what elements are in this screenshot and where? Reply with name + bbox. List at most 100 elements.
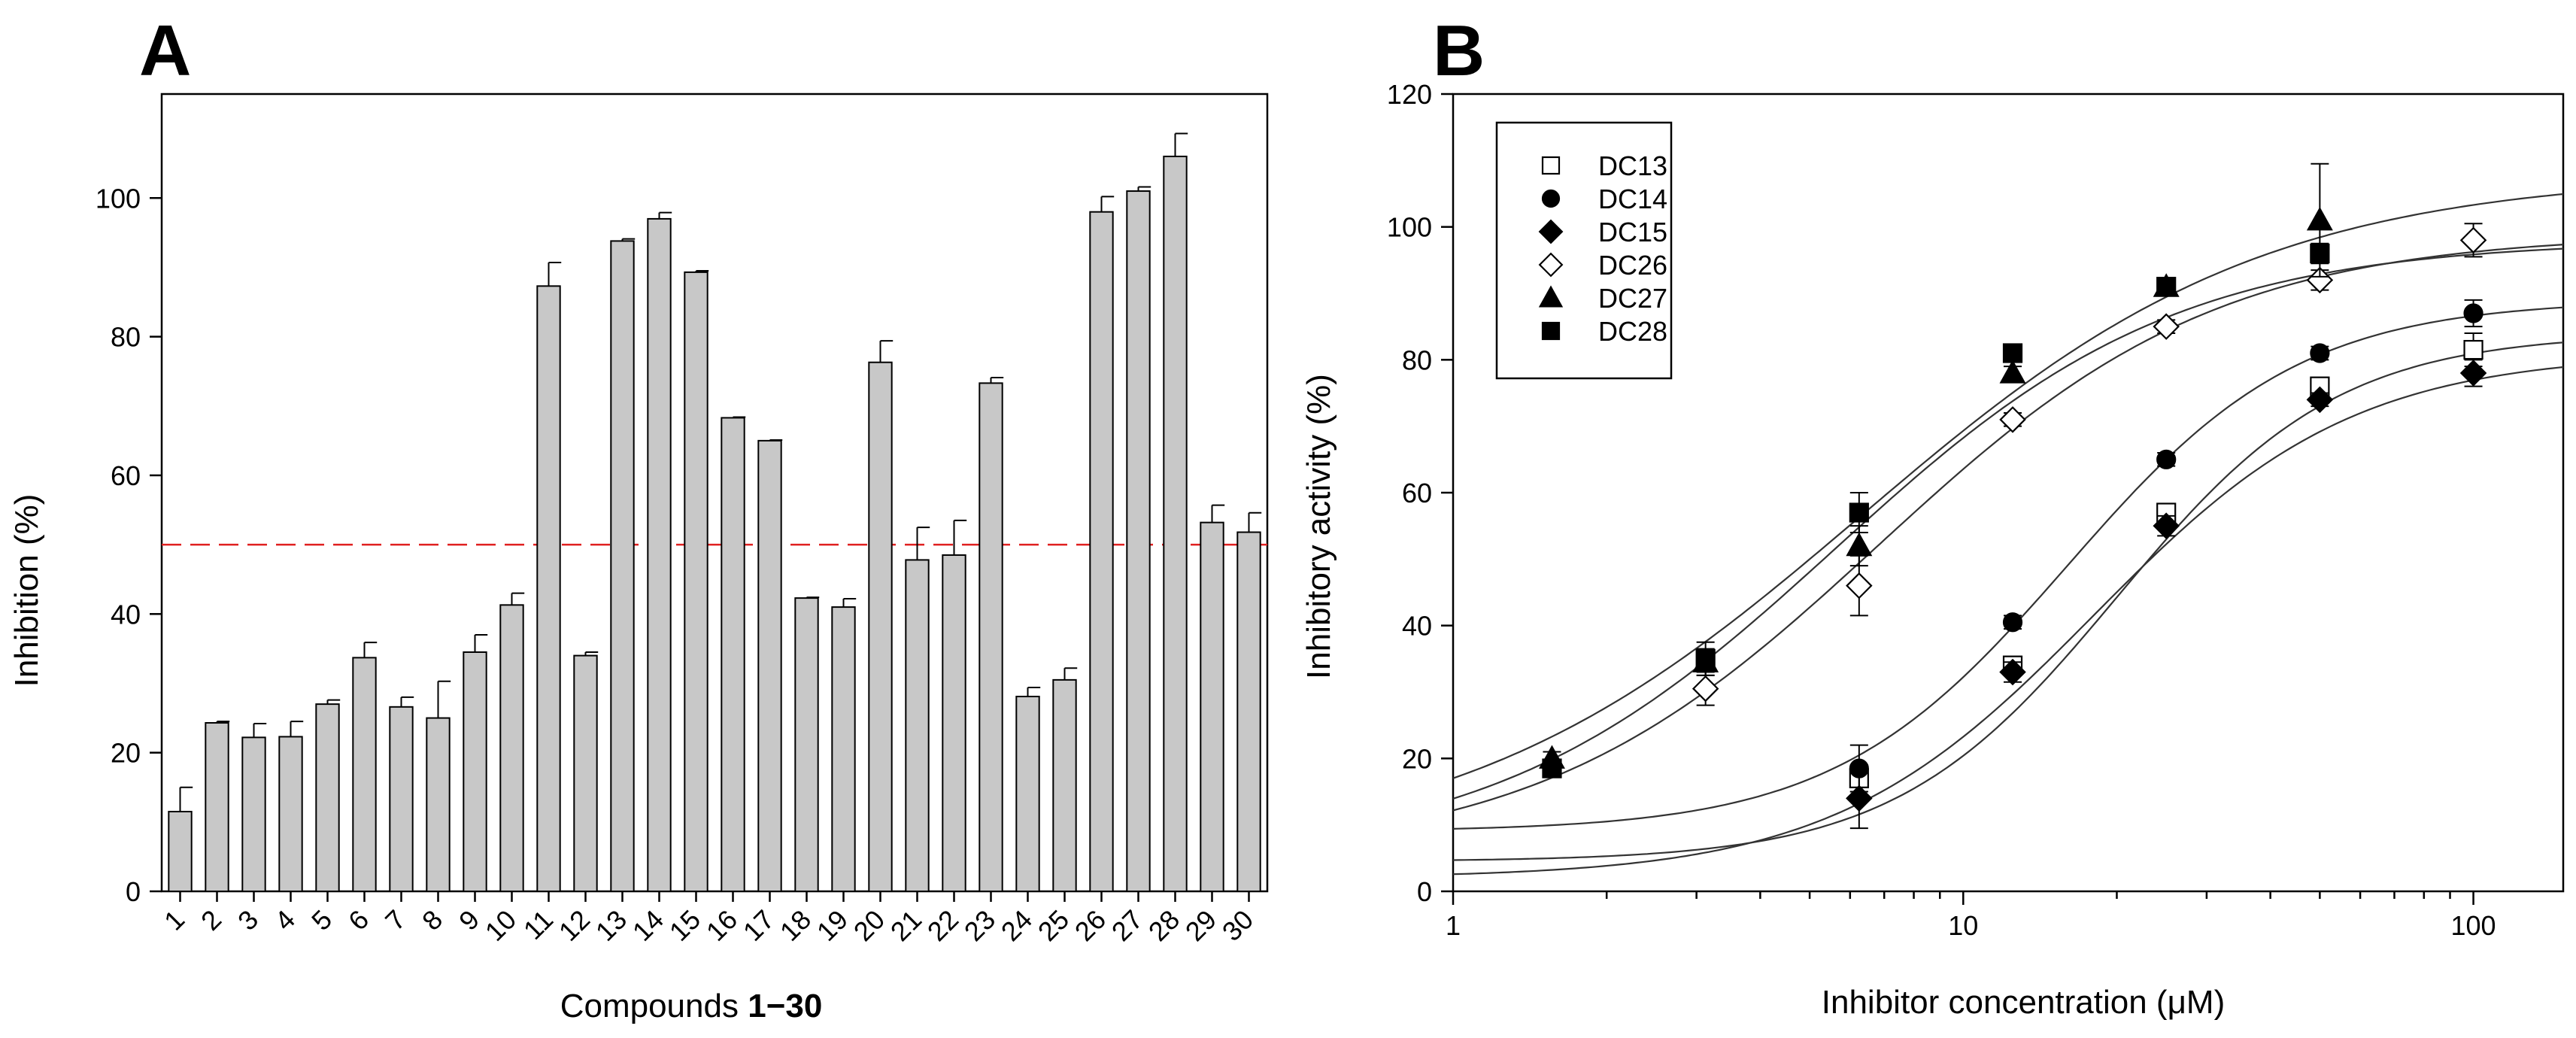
panel-a-bar: [647, 217, 672, 893]
panel-a-bar: [684, 271, 708, 892]
panel-b-x-tick-label: 10: [1948, 910, 1978, 941]
fit-curve-dc27: [1452, 193, 2564, 779]
panel-a-x-label-prefix: Compounds: [560, 988, 748, 1024]
panel-a-y-tick-label: 100: [96, 183, 141, 214]
data-point-square: [1695, 648, 1716, 669]
panel-a-x-tick-label: 5: [305, 904, 338, 936]
data-point-circle: [2002, 612, 2023, 633]
panel-a-bar: [1052, 678, 1077, 892]
panel-b-letter: B: [1433, 11, 1485, 91]
data-point-diamond: [2153, 313, 2180, 340]
panel-a-bar: [905, 559, 930, 892]
data-point-square: [2002, 343, 2023, 363]
panel-b-y-tick-label: 0: [1417, 876, 1432, 907]
data-point-diamond: [2459, 226, 2487, 254]
panel-a-x-label-range: 1−30: [748, 988, 822, 1024]
panel-a-x-tick-label: 7: [379, 904, 411, 936]
panel-b-x-axis-label: Inhibitor concentration (μM): [1822, 984, 2225, 1021]
panel-a-bar: [573, 654, 598, 892]
panel-a-x-tick-label: 1: [158, 904, 190, 936]
panel-a-y-axis-label: Inhibition (%): [8, 494, 45, 687]
panel-a-bar: [278, 736, 303, 892]
panel-a-bar: [389, 706, 414, 892]
data-point-triangle: [1999, 360, 2026, 384]
panel-b-x-tick-label: 100: [2451, 910, 2496, 941]
legend-label-dc26: DC26: [1598, 250, 1667, 281]
panel-b-y-tick-label: 120: [1387, 79, 1432, 110]
panel-a-bar: [315, 703, 340, 892]
legend-box: [1495, 121, 1673, 380]
panel-a-bar: [942, 554, 966, 893]
data-point-diamond: [1999, 406, 2026, 433]
panel-a-bar: [241, 736, 266, 892]
data-point-circle: [1541, 189, 1561, 208]
panel-a-x-tick-label: 6: [342, 904, 375, 936]
data-point-triangle: [2306, 206, 2333, 231]
data-point-diamond: [1538, 219, 1564, 244]
panel-a-bar: [426, 717, 451, 893]
panel-a-y-tick-label: 20: [111, 738, 141, 769]
data-point-diamond: [2153, 512, 2180, 539]
legend-label-dc28: DC28: [1598, 316, 1667, 347]
panel-b-y-tick-label: 20: [1402, 743, 1432, 774]
panel-a-x-tick-label: 10: [479, 904, 522, 947]
fit-curve-dc13: [1452, 341, 2564, 861]
panel-a-x-axis-label: Compounds 1−30: [560, 988, 823, 1024]
data-point-square: [1849, 502, 1869, 523]
panel-a-bar: [1015, 695, 1040, 893]
data-point-diamond: [2459, 360, 2487, 387]
panel-a-bar: [979, 382, 1003, 892]
legend-label-dc15: DC15: [1598, 217, 1667, 247]
data-point-square: [1541, 156, 1561, 175]
panel-b-y-axis-label: Inhibitory activity (%): [1300, 374, 1337, 679]
panel-a-bar: [831, 606, 856, 893]
panel-b-y-tick-label: 40: [1402, 611, 1432, 642]
panel-b-x-tick-label: 1: [1446, 910, 1461, 941]
panel-a-bar: [352, 657, 377, 892]
data-point-square: [1541, 321, 1561, 341]
panel-a-bar: [1236, 531, 1261, 892]
data-point-circle: [2156, 449, 2177, 469]
panel-b-y-tick-label: 100: [1387, 212, 1432, 243]
panel-a-y-tick-label: 80: [111, 322, 141, 353]
panel-a-y-tick-label: 40: [111, 599, 141, 630]
panel-a-x-tick-label: 8: [416, 904, 448, 936]
panel-a-bar: [721, 417, 745, 892]
data-point-diamond: [1538, 252, 1564, 278]
data-point-diamond: [1846, 572, 1873, 599]
data-point-diamond: [1999, 658, 2026, 686]
panel-a-x-tick-label: 2: [195, 904, 227, 936]
panel-a-x-tick-label: 30: [1216, 904, 1259, 947]
panel-a-bar: [168, 811, 193, 892]
data-point-square: [2310, 243, 2330, 264]
panel-a-bar: [610, 240, 635, 892]
fit-curve-dc15: [1452, 366, 2564, 876]
panel-a-letter: A: [139, 11, 191, 91]
panel-a-bar: [794, 597, 819, 893]
legend-label-dc27: DC27: [1598, 283, 1667, 314]
panel-a-bar: [205, 722, 229, 892]
panel-a-x-tick-label: 9: [453, 904, 485, 936]
data-point-square: [2463, 339, 2483, 360]
data-point-diamond: [1692, 675, 1719, 703]
panel-a-bar: [1126, 190, 1151, 893]
panel-a-bar: [499, 604, 524, 892]
panel-a-bar: [1163, 155, 1188, 892]
data-point-diamond: [1846, 785, 1873, 812]
data-point-triangle: [1846, 532, 1873, 557]
data-point-circle: [2310, 343, 2330, 363]
data-point-diamond: [2306, 386, 2334, 414]
panel-a-y-tick-label: 60: [111, 460, 141, 491]
panel-a-bar: [868, 361, 893, 892]
fit-curve-dc14: [1452, 306, 2564, 830]
data-point-square: [1542, 758, 1562, 778]
panel-a-bar: [463, 651, 487, 892]
data-point-circle: [2463, 303, 2483, 323]
panel-a-bar: [1200, 521, 1224, 892]
data-point-triangle: [1538, 285, 1564, 308]
panel-a-bar: [536, 285, 561, 893]
